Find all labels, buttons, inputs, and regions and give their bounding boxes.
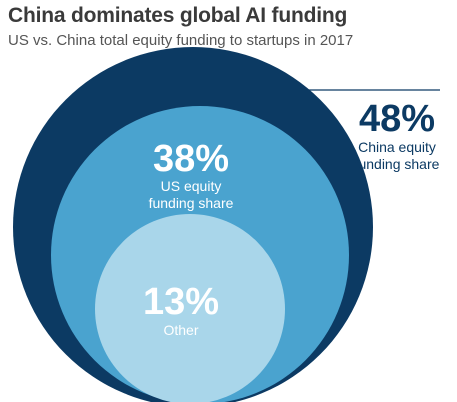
china-label-line-2: funding share <box>355 156 440 172</box>
us-label-line-1: US equity <box>161 178 222 194</box>
china-label-line-1: China equity <box>358 139 436 155</box>
chart-title: China dominates global AI funding <box>8 4 348 27</box>
other-circle <box>95 214 285 402</box>
us-value-label: 38% <box>153 138 229 180</box>
other-label-line-1: Other <box>163 322 198 338</box>
other-value-label: 13% <box>143 281 219 323</box>
us-label-line-2: funding share <box>149 195 234 211</box>
china-value-label: 48% <box>359 98 435 140</box>
chart-subtitle: US vs. China total equity funding to sta… <box>8 32 354 49</box>
